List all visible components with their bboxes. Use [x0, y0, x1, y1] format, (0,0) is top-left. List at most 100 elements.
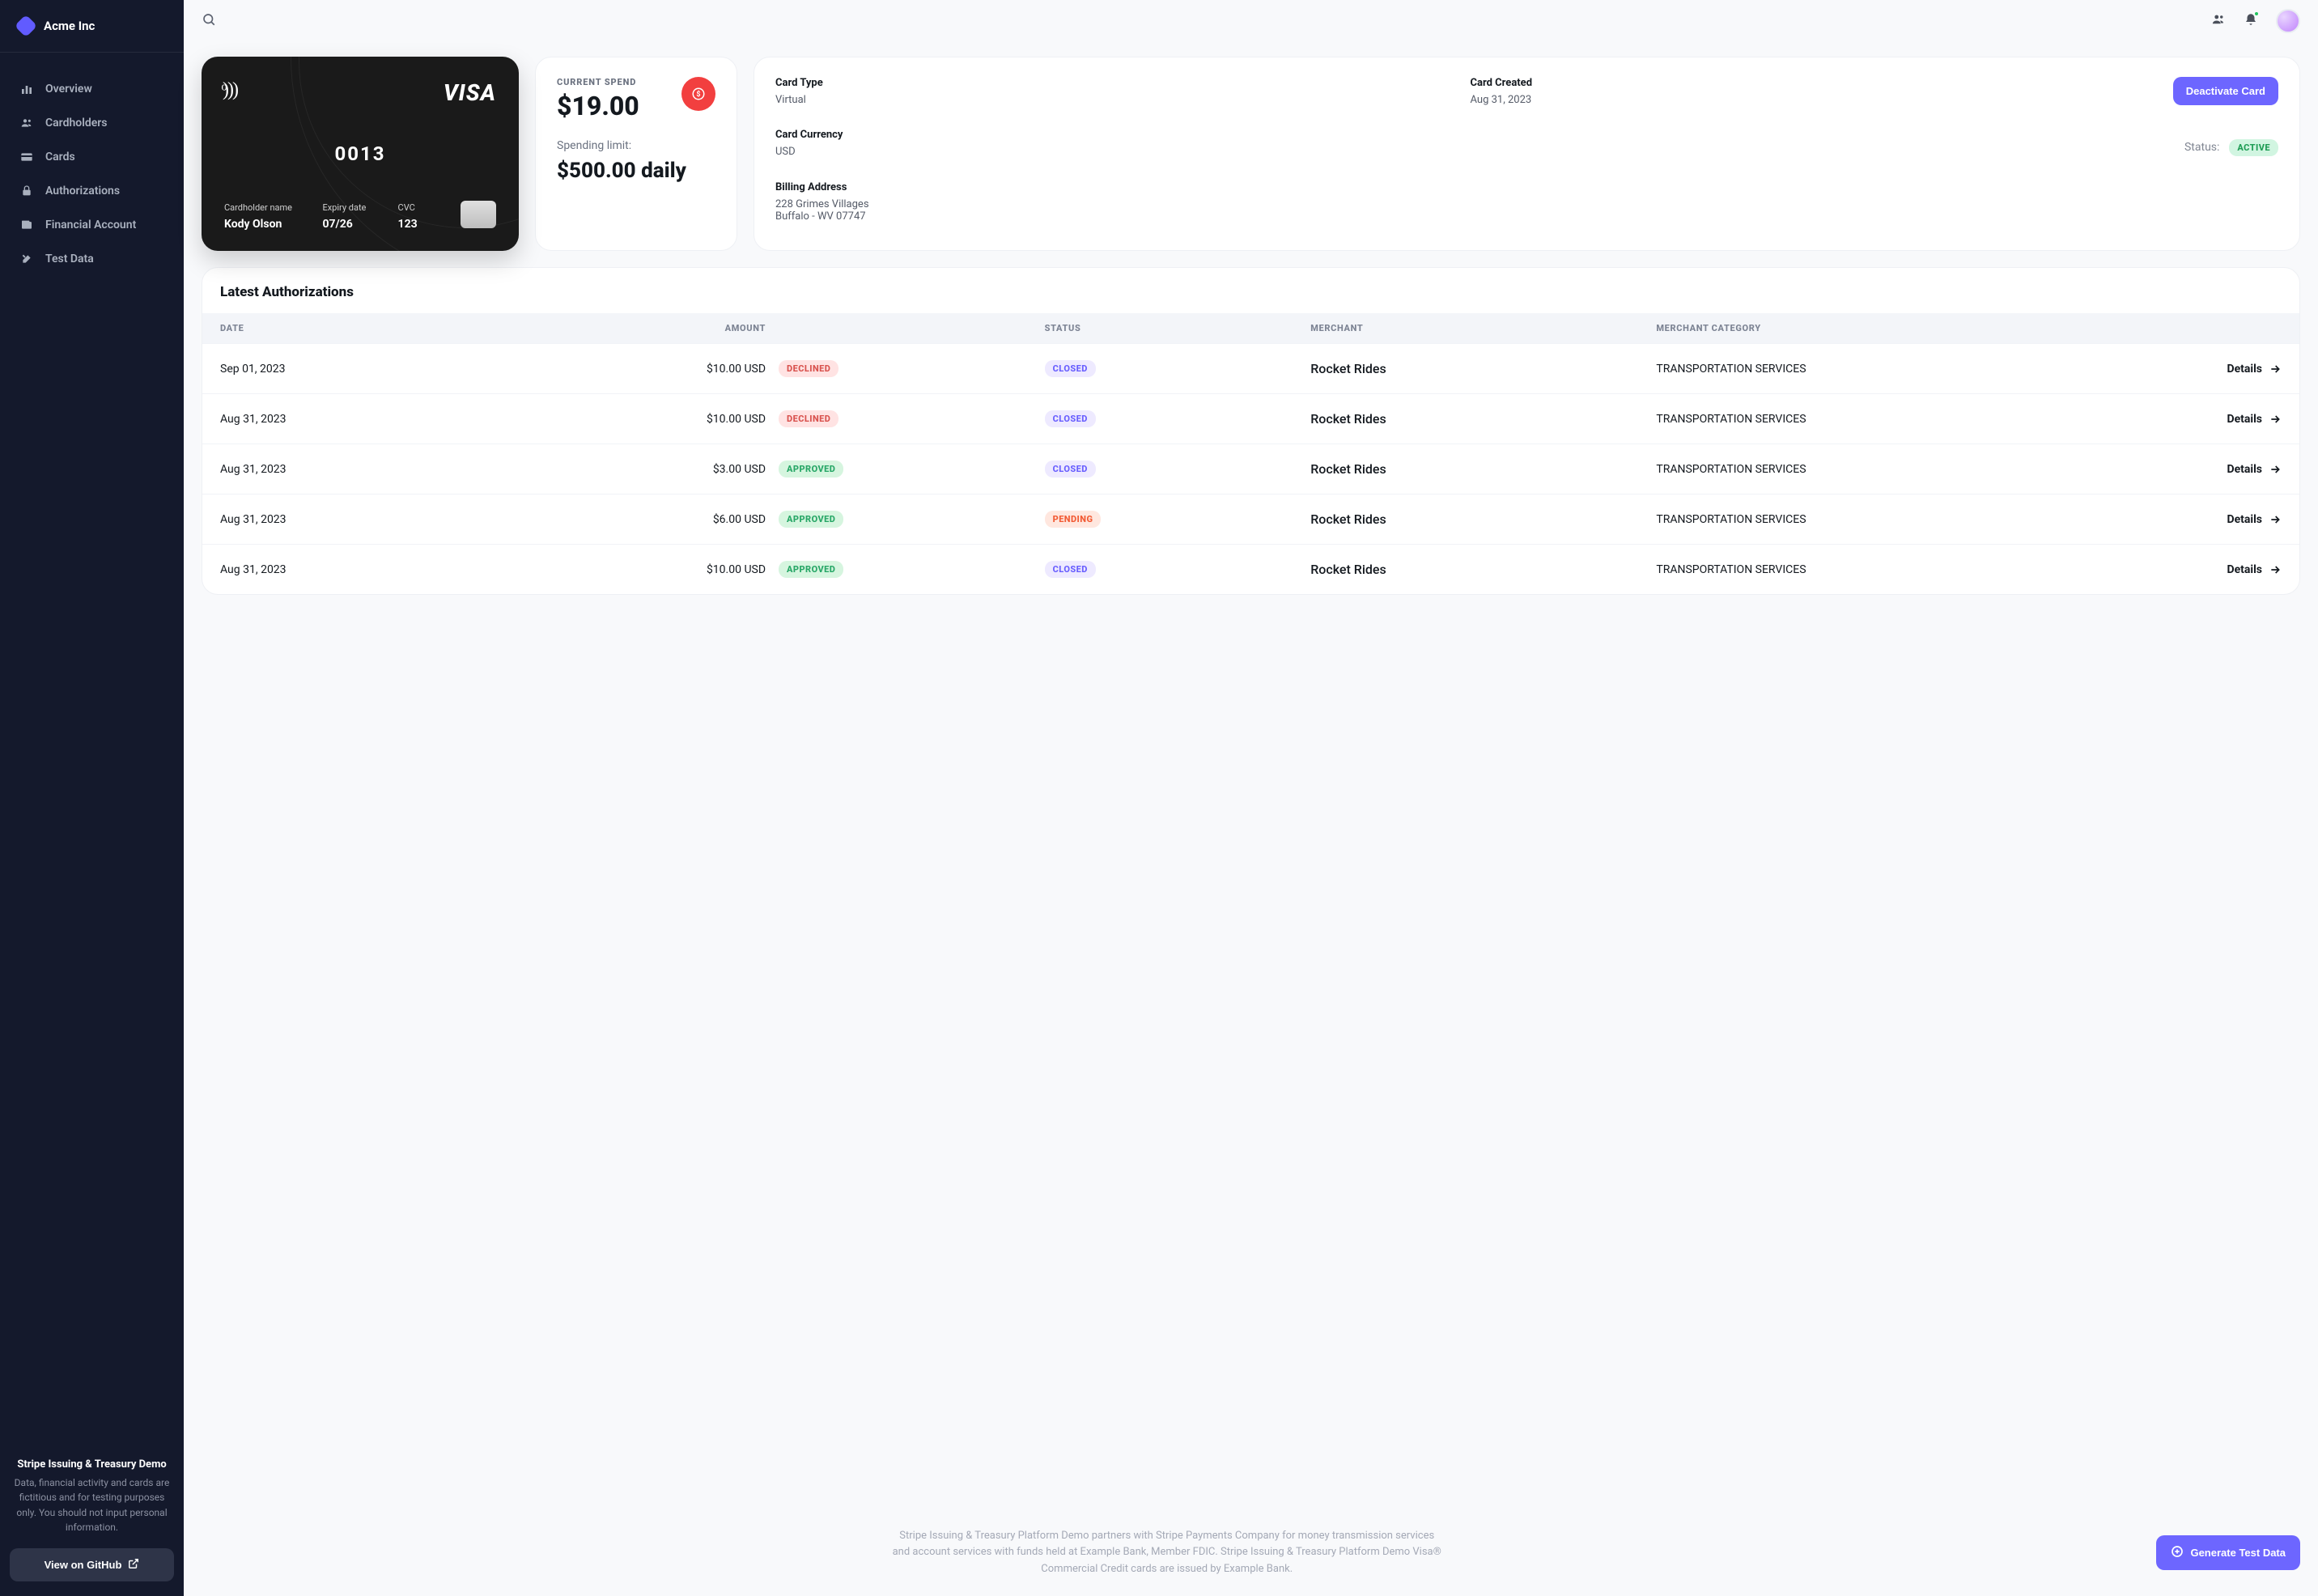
sidebar-item-overview[interactable]: Overview: [0, 72, 184, 106]
cell-date: Aug 31, 2023: [214, 413, 533, 426]
col-amount: AMOUNT: [533, 323, 772, 333]
cell-amount: $10.00 USD: [533, 413, 772, 426]
arrow-right-icon: [2269, 413, 2282, 426]
footer-text: Stripe Issuing & Treasury Platform Demo …: [892, 1528, 1442, 1578]
cell-status: PENDING: [1038, 511, 1305, 528]
card-currency-value: USD: [775, 146, 1463, 158]
cell-result: APPROVED: [772, 561, 1038, 578]
cell-amount: $10.00 USD: [533, 363, 772, 376]
spending-limit-amount: $500.00 daily: [557, 159, 715, 183]
table-row: Aug 31, 2023 $3.00 USD APPROVED CLOSED R…: [202, 444, 2299, 494]
cardholder-name: Kody Olson: [224, 218, 316, 231]
avatar[interactable]: [2276, 9, 2300, 33]
cell-merchant: Rocket Rides: [1304, 461, 1649, 477]
cell-merchant: Rocket Rides: [1304, 562, 1649, 577]
spending-limit-label: Spending limit:: [557, 139, 715, 152]
brand[interactable]: Acme Inc: [0, 0, 184, 53]
arrow-right-icon: [2269, 563, 2282, 576]
details-button[interactable]: Details: [2227, 413, 2282, 426]
sidebar-item-test-data[interactable]: Test Data: [0, 242, 184, 276]
expiry-label: Expiry date: [322, 202, 391, 213]
billing-address-label: Billing Address: [775, 181, 2278, 193]
sidebar-item-label: Cardholders: [45, 117, 108, 129]
status-badge: CLOSED: [1045, 360, 1096, 377]
notification-dot: [2253, 11, 2260, 17]
users-icon: [19, 116, 34, 130]
details-label: Details: [2227, 513, 2263, 526]
arrow-right-icon: [2269, 513, 2282, 526]
result-badge: APPROVED: [779, 511, 843, 528]
details-button[interactable]: Details: [2227, 513, 2282, 526]
cell-merchant: Rocket Rides: [1304, 411, 1649, 427]
footer: Stripe Issuing & Treasury Platform Demo …: [202, 1505, 2300, 1578]
result-badge: APPROVED: [779, 561, 843, 578]
bar-chart-icon: [19, 82, 34, 96]
main: ͦ))) VISA 0013 Cardholder name Kody Olso…: [184, 0, 2318, 1596]
lock-icon: [19, 184, 34, 198]
cell-date: Sep 01, 2023: [214, 363, 533, 376]
sidebar-item-cards[interactable]: Cards: [0, 140, 184, 174]
expiry-value: 07/26: [322, 218, 391, 231]
cardholder-label: Cardholder name: [224, 202, 316, 213]
current-spend-panel: CURRENT SPEND $19.00 $ Spending limit: $…: [535, 57, 737, 251]
status-label: Status:: [2184, 141, 2219, 154]
card-last4: 0013: [224, 142, 496, 165]
cell-amount: $6.00 USD: [533, 513, 772, 526]
people-icon[interactable]: [2211, 12, 2226, 30]
table-row: Aug 31, 2023 $10.00 USD APPROVED CLOSED …: [202, 544, 2299, 594]
wallet-icon: [19, 218, 34, 232]
demo-desc: Data, financial activity and cards are f…: [10, 1475, 174, 1535]
table-row: Aug 31, 2023 $6.00 USD APPROVED PENDING …: [202, 494, 2299, 544]
table-row: Sep 01, 2023 $10.00 USD DECLINED CLOSED …: [202, 343, 2299, 393]
cell-category: TRANSPORTATION SERVICES: [1649, 463, 2048, 476]
notifications-button[interactable]: [2244, 12, 2258, 30]
details-button[interactable]: Details: [2227, 363, 2282, 376]
arrow-right-icon: [2269, 363, 2282, 376]
card-type-label: Card Type: [775, 77, 1463, 89]
search-icon[interactable]: [202, 15, 216, 30]
plus-circle-icon: [2171, 1545, 2184, 1560]
sidebar-item-label: Cards: [45, 151, 75, 163]
sidebar-item-financial-account[interactable]: Financial Account: [0, 208, 184, 242]
details-button[interactable]: Details: [2227, 563, 2282, 576]
sidebar-item-authorizations[interactable]: Authorizations: [0, 174, 184, 208]
sidebar-item-label: Overview: [45, 83, 92, 96]
view-on-github-button[interactable]: View on GitHub: [10, 1548, 174, 1581]
col-status: STATUS: [1038, 323, 1305, 333]
status-badge: ACTIVE: [2229, 139, 2278, 156]
credit-card-icon: [19, 150, 34, 164]
current-spend-label: CURRENT SPEND: [557, 77, 639, 87]
sidebar: Acme Inc Overview Cardholders Cards Authori…: [0, 0, 184, 1596]
generate-test-data-button[interactable]: Generate Test Data: [2156, 1535, 2300, 1570]
sidebar-item-cardholders[interactable]: Cardholders: [0, 106, 184, 140]
table-header: DATE AMOUNT STATUS MERCHANT MERCHANT CAT…: [202, 313, 2299, 343]
sidebar-nav: Overview Cardholders Cards AuthorizationsFi…: [0, 53, 184, 276]
github-label: View on GitHub: [45, 1559, 122, 1571]
cell-result: DECLINED: [772, 360, 1038, 377]
tools-icon: [19, 252, 34, 266]
logo-icon: [15, 15, 37, 37]
cell-category: TRANSPORTATION SERVICES: [1649, 563, 2048, 576]
status-badge: CLOSED: [1045, 461, 1096, 478]
details-label: Details: [2227, 463, 2263, 476]
result-badge: DECLINED: [779, 360, 838, 377]
col-actions: [2048, 323, 2288, 333]
sidebar-item-label: Test Data: [45, 253, 94, 265]
cell-status: CLOSED: [1038, 410, 1305, 427]
card-currency-label: Card Currency: [775, 129, 1463, 141]
result-badge: DECLINED: [779, 410, 838, 427]
cell-category: TRANSPORTATION SERVICES: [1649, 363, 2048, 376]
topbar: [184, 0, 2318, 42]
brand-name: Acme Inc: [44, 19, 95, 33]
deactivate-card-button[interactable]: Deactivate Card: [2173, 77, 2278, 105]
arrow-right-icon: [2269, 463, 2282, 476]
status-badge: CLOSED: [1045, 561, 1096, 578]
result-badge: APPROVED: [779, 461, 843, 478]
details-button[interactable]: Details: [2227, 463, 2282, 476]
table-row: Aug 31, 2023 $10.00 USD DECLINED CLOSED …: [202, 393, 2299, 444]
billing-address-line1: 228 Grimes Villages: [775, 198, 2278, 210]
cell-result: APPROVED: [772, 511, 1038, 528]
status-badge: PENDING: [1045, 511, 1102, 528]
details-label: Details: [2227, 563, 2263, 576]
cell-date: Aug 31, 2023: [214, 463, 533, 476]
